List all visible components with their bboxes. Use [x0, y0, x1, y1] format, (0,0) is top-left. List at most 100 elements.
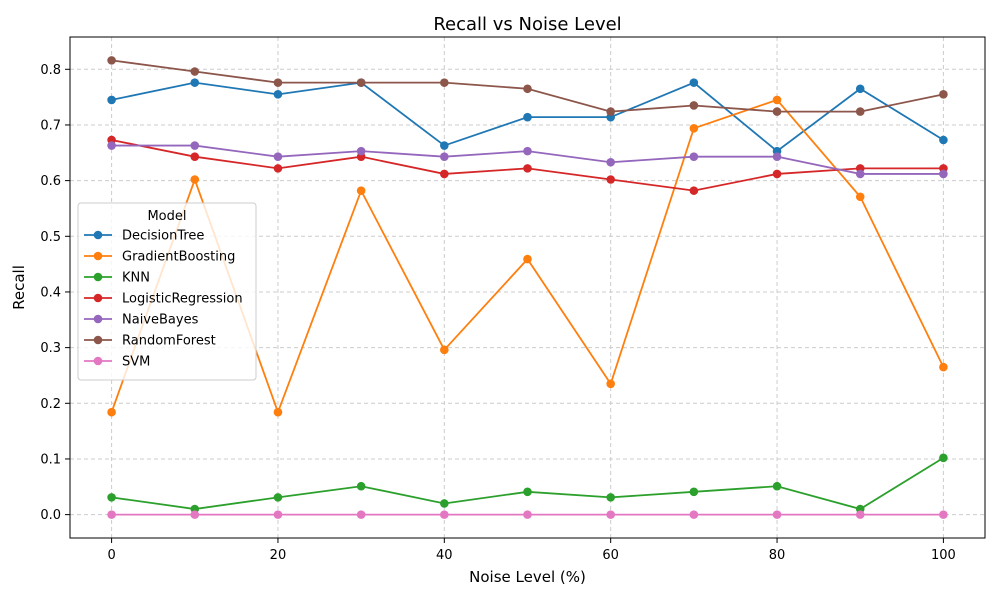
- data-point-logisticregression: [190, 152, 200, 161]
- series-logisticregression: [107, 135, 948, 195]
- x-tick-label: 20: [270, 548, 287, 563]
- series-line-knn: [111, 457, 944, 511]
- x-axis-ticks: 0 20 40 60 80 100: [107, 538, 956, 563]
- data-point-randomforest: [440, 78, 449, 87]
- y-tick-label: 0.4: [40, 285, 61, 300]
- y-tick-label: 0.1: [40, 452, 61, 467]
- legend-label: NaiveBayes: [122, 313, 199, 328]
- data-point-logisticregression: [273, 164, 283, 173]
- data-point-svm: [606, 510, 615, 519]
- y-tick-label: 0.7: [40, 118, 61, 133]
- data-point-svm: [855, 510, 865, 519]
- data-point-randomforest: [190, 67, 200, 76]
- x-tick-label: 40: [436, 548, 453, 563]
- data-point-naivebayes: [190, 141, 200, 150]
- data-point-naivebayes: [523, 146, 532, 156]
- x-tick-label: 100: [931, 548, 956, 563]
- series-decisiontree: [107, 78, 948, 156]
- legend-label: GradientBoosting: [122, 250, 235, 265]
- data-point-decisiontree: [939, 135, 948, 145]
- data-point-randomforest: [273, 78, 283, 87]
- data-point-svm: [939, 510, 948, 519]
- data-point-knn: [523, 487, 532, 497]
- data-point-svm: [107, 510, 116, 519]
- data-point-naivebayes: [440, 152, 449, 161]
- data-point-decisiontree: [689, 78, 699, 87]
- data-point-gradientboosting: [606, 379, 615, 389]
- data-point-svm: [689, 510, 699, 519]
- y-tick-label: 0.2: [40, 397, 61, 412]
- series-randomforest: [107, 56, 948, 116]
- data-point-randomforest: [523, 84, 532, 94]
- data-point-gradientboosting: [772, 95, 782, 105]
- y-tick-label: 0.6: [40, 174, 61, 189]
- data-point-randomforest: [855, 107, 865, 116]
- legend-marker-swatch: [93, 272, 103, 282]
- y-tick-label: 0.0: [40, 508, 61, 523]
- data-point-gradientboosting: [107, 407, 116, 417]
- legend-label: KNN: [122, 271, 150, 286]
- legend-title: Model: [147, 209, 186, 224]
- data-point-naivebayes: [107, 141, 116, 150]
- data-point-knn: [689, 487, 699, 497]
- data-point-naivebayes: [939, 169, 948, 179]
- data-point-naivebayes: [273, 152, 283, 161]
- data-point-randomforest: [356, 78, 366, 87]
- data-point-randomforest: [772, 107, 782, 116]
- data-point-knn: [939, 453, 948, 463]
- data-point-randomforest: [689, 101, 699, 110]
- data-point-knn: [273, 493, 283, 502]
- x-axis-title: Noise Level (%): [469, 568, 586, 586]
- data-point-randomforest: [939, 90, 948, 99]
- data-point-naivebayes: [356, 146, 366, 156]
- legend-item-logisticregression: LogisticRegression: [84, 292, 243, 307]
- data-point-svm: [772, 510, 782, 519]
- data-point-decisiontree: [190, 78, 200, 87]
- y-axis-ticks: 0.0 0.1 0.2 0.3 0.4 0.5 0.6 0.7 0.8: [40, 63, 70, 523]
- data-point-knn: [606, 493, 615, 502]
- data-point-naivebayes: [606, 157, 615, 167]
- series-naivebayes: [107, 141, 948, 179]
- data-point-logisticregression: [440, 169, 449, 179]
- data-point-gradientboosting: [855, 192, 865, 202]
- legend-marker-swatch: [93, 251, 103, 261]
- legend-label: SVM: [122, 355, 150, 370]
- data-point-gradientboosting: [440, 345, 449, 355]
- data-point-logisticregression: [689, 186, 699, 195]
- y-tick-label: 0.5: [40, 230, 61, 245]
- data-point-svm: [190, 510, 200, 519]
- data-point-svm: [356, 510, 366, 519]
- data-point-gradientboosting: [190, 175, 200, 184]
- legend-item-randomforest: RandomForest: [84, 334, 216, 349]
- series-knn: [107, 453, 948, 514]
- data-point-logisticregression: [772, 169, 782, 179]
- data-point-randomforest: [606, 107, 615, 116]
- legend-item-svm: SVM: [84, 355, 150, 370]
- data-point-gradientboosting: [523, 254, 532, 264]
- legend-marker-swatch: [93, 335, 103, 345]
- x-tick-label: 0: [107, 548, 115, 563]
- data-point-svm: [523, 510, 532, 519]
- legend-item-naivebayes: NaiveBayes: [84, 313, 199, 328]
- x-tick-label: 80: [769, 548, 786, 563]
- data-point-svm: [273, 510, 283, 519]
- data-point-decisiontree: [107, 95, 116, 105]
- data-point-knn: [356, 481, 366, 491]
- data-point-logisticregression: [606, 175, 615, 184]
- data-point-logisticregression: [523, 164, 532, 173]
- legend-marker-swatch: [93, 230, 103, 240]
- data-point-naivebayes: [855, 169, 865, 179]
- legend-item-decisiontree: DecisionTree: [84, 229, 204, 244]
- legend-item-knn: KNN: [84, 271, 150, 286]
- legend-box: [77, 202, 257, 381]
- y-tick-label: 0.8: [40, 63, 61, 78]
- series-svm: [107, 510, 948, 519]
- data-point-gradientboosting: [689, 123, 699, 133]
- data-point-gradientboosting: [939, 362, 948, 372]
- legend-items: DecisionTree GradientBoosting KNN LogisticR…: [84, 229, 243, 370]
- data-point-knn: [772, 481, 782, 491]
- data-point-naivebayes: [689, 152, 699, 161]
- data-point-naivebayes: [772, 152, 782, 161]
- data-point-decisiontree: [855, 84, 865, 94]
